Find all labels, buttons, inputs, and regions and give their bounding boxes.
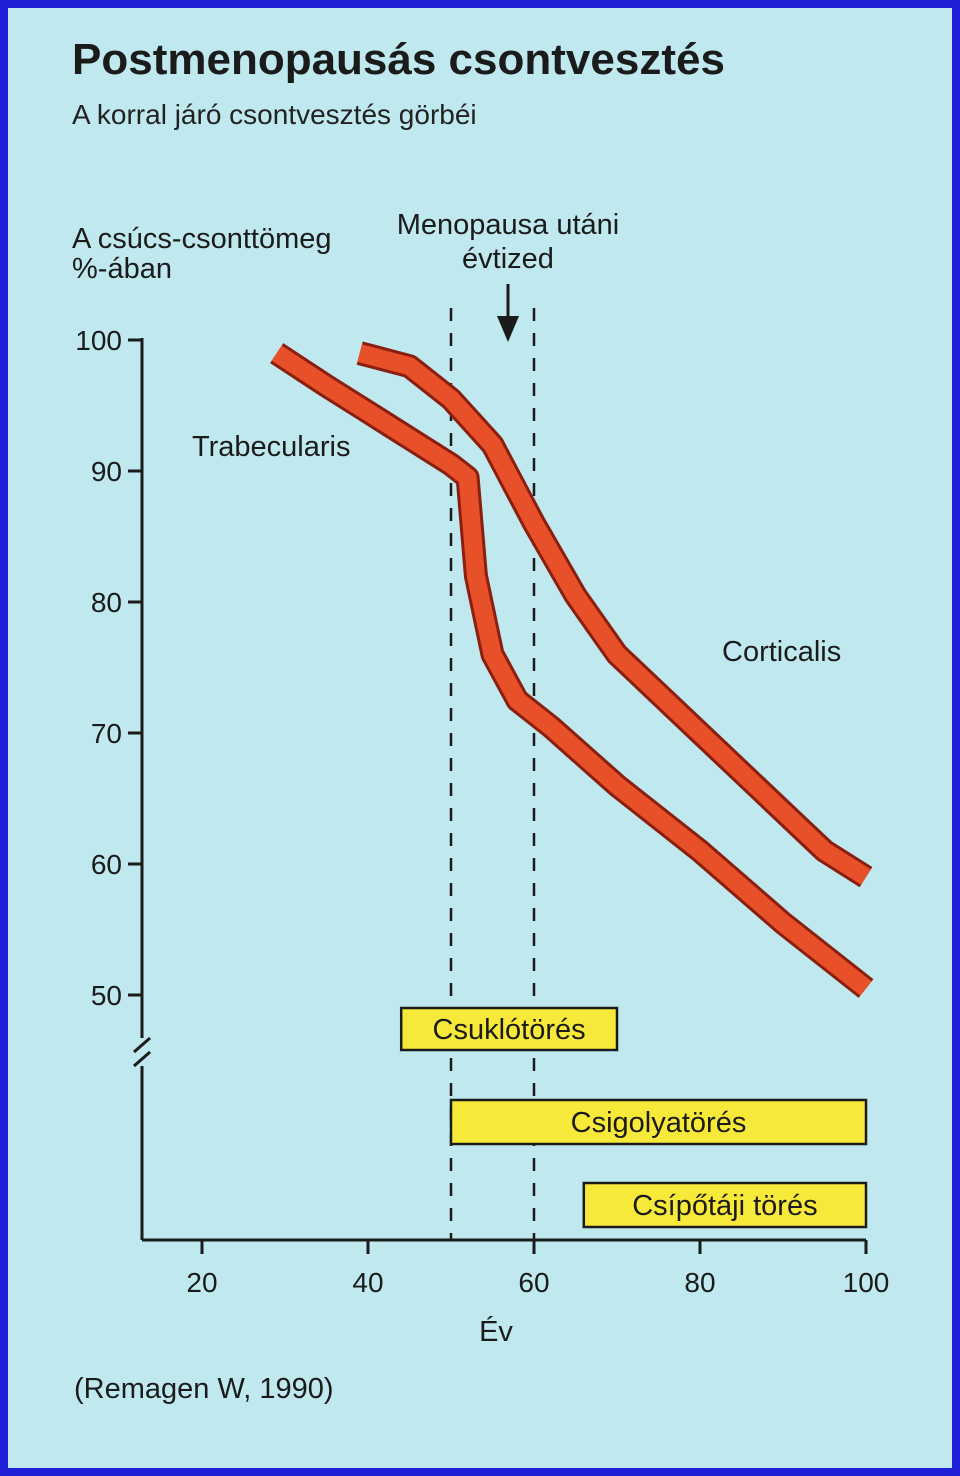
range-bar — [449, 1098, 868, 1146]
range-bar — [582, 1181, 868, 1229]
annotation-line2: évtized — [462, 243, 554, 275]
y-tick-label: 90 — [91, 456, 122, 487]
axis-break-mark — [133, 1036, 151, 1054]
y-tick-label: 50 — [91, 980, 122, 1011]
x-tick-label: 100 — [843, 1267, 890, 1298]
x-tick-label: 80 — [684, 1267, 715, 1298]
x-axis-label: Év — [479, 1315, 513, 1348]
y-axis-label-line2: %-ában — [72, 253, 172, 285]
chart-title: Postmenopausás csontvesztés — [72, 35, 725, 84]
y-tick-label: 80 — [91, 587, 122, 618]
chart-subtitle: A korral járó csontvesztés görbéi — [72, 99, 477, 130]
y-tick-label: 100 — [75, 325, 122, 356]
annotation-line1: Menopausa utáni — [397, 209, 620, 241]
range-bar — [399, 1006, 619, 1052]
series-label-trabecularis: Trabecularis — [192, 431, 350, 463]
series-label-corticalis: Corticalis — [722, 636, 841, 668]
x-tick-label: 60 — [518, 1267, 549, 1298]
curve-trabecularis — [271, 345, 872, 996]
axis-break-mark — [133, 1050, 151, 1068]
curve-outline-trabecularis — [270, 343, 874, 998]
down-arrow-icon — [497, 284, 519, 342]
curve-corticalis — [357, 344, 871, 885]
slide: Postmenopausás csontvesztés A korral jár… — [8, 8, 952, 1468]
range-bar-label: Csigolyatörés — [571, 1107, 747, 1139]
chart: Postmenopausás csontvesztés A korral jár… — [72, 35, 890, 1405]
x-tick-label: 20 — [186, 1267, 217, 1298]
y-axis-label-line1: A csúcs-csonttömeg — [72, 223, 332, 255]
y-tick-label: 70 — [91, 718, 122, 749]
x-tick-label: 40 — [352, 1267, 383, 1298]
range-bar-label: Csípőtáji törés — [632, 1190, 817, 1222]
range-bar-label: Csuklótörés — [433, 1014, 586, 1046]
y-tick-label: 60 — [91, 849, 122, 880]
source-citation: (Remagen W, 1990) — [74, 1373, 334, 1405]
curve-outline-corticalis — [356, 341, 873, 888]
